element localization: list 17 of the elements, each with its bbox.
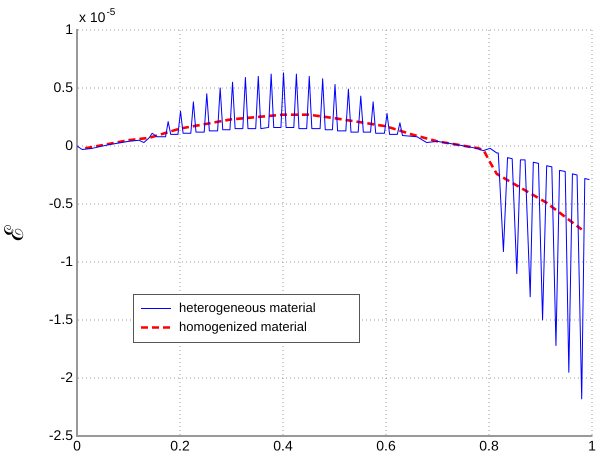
x-tick-label: 0.2 (170, 437, 190, 454)
y-tick-label: -2 (60, 368, 74, 385)
legend-label: heterogeneous material (179, 300, 316, 316)
legend-label: homogenized material (179, 319, 308, 334)
x-tick-label: 1 (588, 437, 596, 454)
y-tick-label: 0.5 (54, 78, 74, 95)
y-tick-label: -1.5 (48, 310, 74, 327)
x-tick-label: 0.4 (273, 437, 293, 454)
y-tick-label: -0.5 (48, 194, 74, 211)
y-tick-label: 1 (65, 20, 74, 37)
y-tick-label: -1 (60, 252, 74, 269)
y-axis-title: ℰ (0, 225, 29, 241)
y-tick-label: 0 (65, 136, 74, 153)
y-tick-label: -2.5 (48, 426, 74, 443)
x-tick-label: 0.6 (376, 437, 396, 454)
line-series (84, 113, 583, 231)
x-tick-label: 0.8 (479, 437, 499, 454)
